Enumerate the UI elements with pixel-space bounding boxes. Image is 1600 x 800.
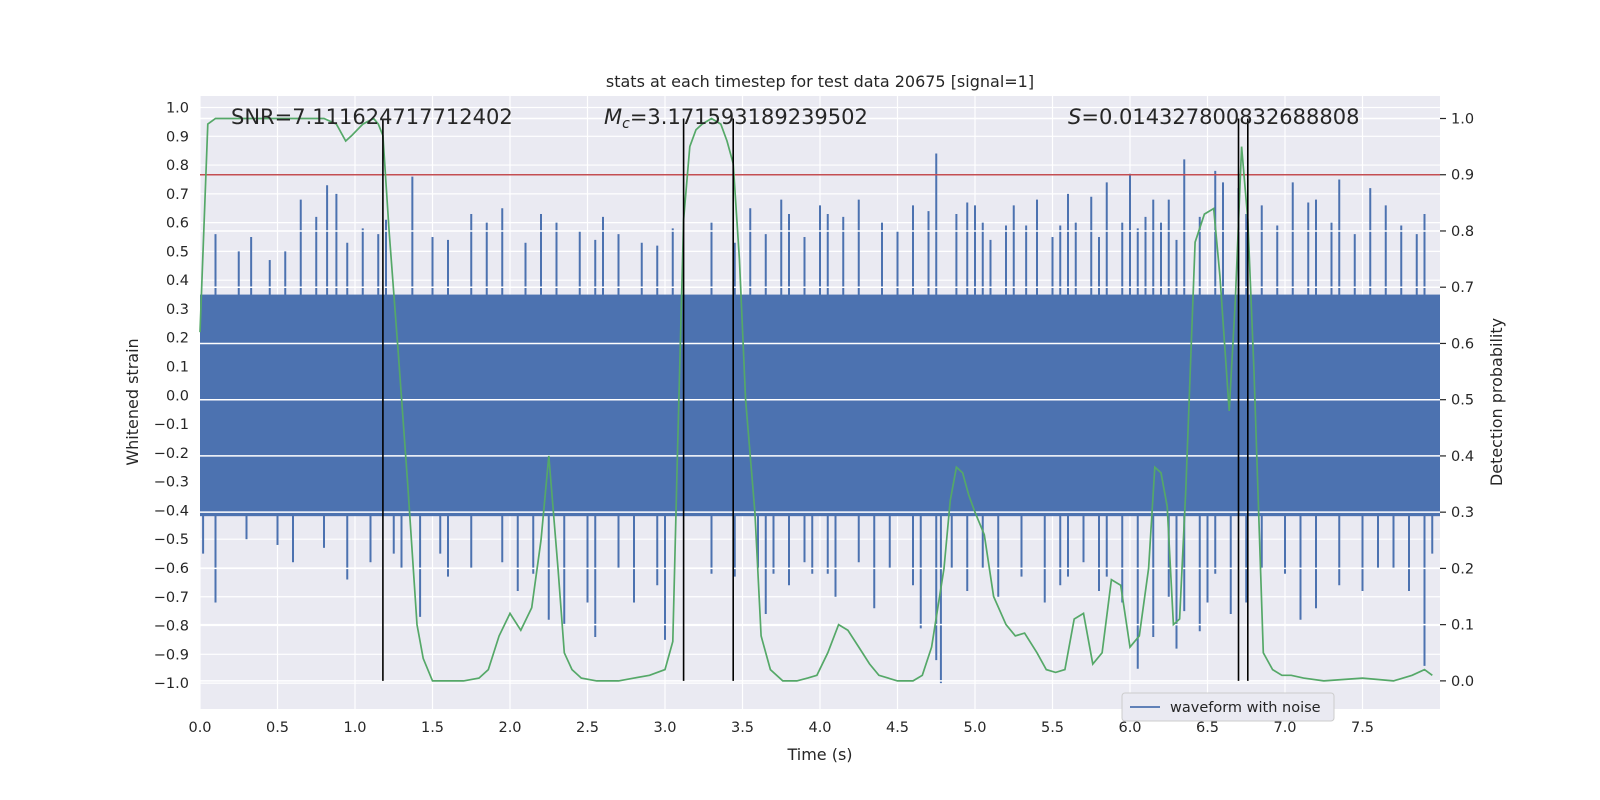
y2-tick-label: 0.9: [1451, 168, 1474, 184]
snr-annotation: SNR=7.111624717712402: [231, 105, 513, 129]
y-tick-label: 0.2: [166, 331, 189, 347]
y-tick-label: 0.1: [166, 360, 189, 376]
chirp-mass-value: =3.171593189239502: [630, 105, 868, 129]
chirp-mass-symbol: M: [604, 105, 622, 129]
y2-tick-label: 0.8: [1451, 224, 1474, 240]
y-tick-label: 0.3: [166, 302, 189, 318]
y-tick-label: −0.6: [154, 561, 189, 577]
chart-title: stats at each timestep for test data 206…: [606, 72, 1034, 91]
x-tick-label: 3.0: [653, 720, 676, 736]
y-tick-label: −0.2: [154, 446, 189, 462]
x-tick-label: 3.5: [731, 720, 754, 736]
x-tick-label: 7.5: [1351, 720, 1374, 736]
y2-axis-label: Detection probability: [1487, 318, 1506, 486]
y2-axis-ticks: 0.0 0.1 0.2 0.3 0.4 0.5 0.6 0.7 0.8 0.9 1.0: [1440, 111, 1474, 690]
y2-tick-label: 0.3: [1451, 505, 1474, 521]
y-tick-label: −0.3: [154, 475, 189, 491]
x-tick-label: 2.5: [576, 720, 599, 736]
x-tick-label: 6.5: [1196, 720, 1219, 736]
x-axis-label: Time (s): [786, 745, 852, 764]
x-tick-label: 6.0: [1118, 720, 1141, 736]
y-axis-ticks: −1.0 −0.9 −0.8 −0.7 −0.6 −0.5 −0.4 −0.3 −0.2 −0.1…: [154, 101, 189, 693]
legend: waveform with noise: [1121, 692, 1335, 722]
y2-tick-label: 0.4: [1451, 449, 1474, 465]
y2-tick-label: 0.7: [1451, 280, 1474, 296]
x-tick-label: 7.0: [1273, 720, 1296, 736]
y-axis-label: Whitened strain: [123, 338, 142, 465]
y2-tick-label: 0.6: [1451, 336, 1474, 352]
legend-label-waveform: waveform with noise: [1170, 700, 1321, 716]
y2-tick-label: 0.1: [1451, 618, 1474, 634]
s-annotation: S=0.014327800832688808: [1068, 105, 1359, 129]
x-tick-label: 4.0: [808, 720, 831, 736]
y-tick-label: 0.8: [166, 158, 189, 174]
y-tick-label: −0.4: [154, 503, 189, 519]
y-tick-label: −0.7: [154, 590, 189, 606]
noise-band: [200, 294, 1440, 517]
s-value: =0.014327800832688808: [1081, 105, 1359, 129]
x-tick-label: 4.5: [886, 720, 909, 736]
x-tick-label: 5.5: [1041, 720, 1064, 736]
x-tick-label: 1.0: [343, 720, 366, 736]
y2-tick-label: 0.0: [1451, 674, 1474, 690]
y-tick-label: 0.4: [166, 273, 189, 289]
y2-tick-label: 0.5: [1451, 393, 1474, 409]
y-tick-label: 0.5: [166, 244, 189, 260]
y-tick-label: −0.8: [154, 619, 189, 635]
y-tick-label: −0.1: [154, 417, 189, 433]
x-tick-label: 1.5: [421, 720, 444, 736]
strain-layer: [200, 294, 1440, 517]
chirp-mass-subscript: c: [622, 116, 630, 132]
y-tick-label: 0.0: [166, 388, 189, 404]
y-tick-label: 0.6: [166, 216, 189, 232]
y-tick-label: 1.0: [166, 101, 189, 117]
x-axis-ticks: 0.0 0.5 1.0 1.5 2.0 2.5 3.0 3.5 4.0 4.5 5.0 5.5 6.0 6…: [188, 720, 1374, 736]
y-tick-label: −1.0: [154, 676, 189, 692]
vertical-markers: [382, 118, 1249, 681]
chirp-mass-annotation: Mc=3.171593189239502: [604, 105, 868, 132]
strain-spikes: [202, 153, 1434, 684]
y2-tick-label: 1.0: [1451, 111, 1474, 127]
y-tick-label: −0.9: [154, 647, 189, 663]
x-tick-label: 0.0: [188, 720, 211, 736]
y-tick-label: 0.7: [166, 187, 189, 203]
s-symbol: S: [1068, 105, 1081, 129]
y-tick-label: −0.5: [154, 532, 189, 548]
x-tick-label: 2.0: [498, 720, 521, 736]
x-tick-label: 0.5: [266, 720, 289, 736]
legend-box: [1121, 692, 1335, 722]
y-tick-label: 0.9: [166, 129, 189, 145]
detection-probability-line: [199, 117, 1433, 682]
x-tick-label: 5.0: [963, 720, 986, 736]
y2-tick-label: 0.2: [1451, 561, 1474, 577]
